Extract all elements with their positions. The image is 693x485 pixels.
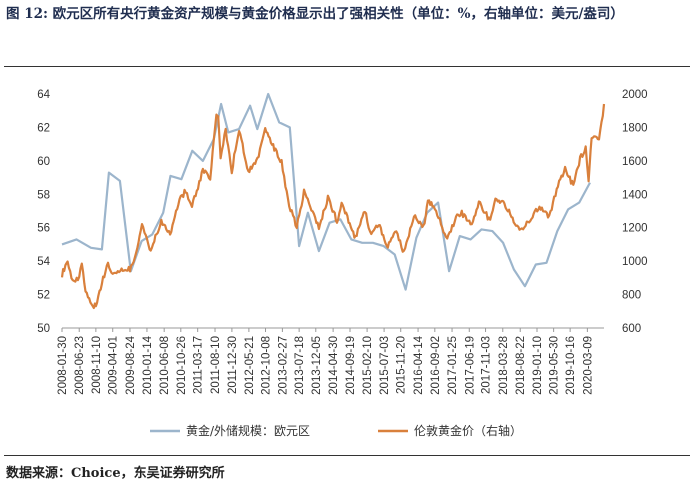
x-tick-label: 2017-06-19 — [464, 336, 476, 395]
y-left-tick-label: 60 — [37, 156, 50, 168]
top-rule — [4, 66, 690, 67]
series-layer — [60, 92, 606, 310]
y-left-tick-label: 64 — [37, 89, 50, 101]
x-tick-label: 2014-04-30 — [328, 336, 340, 395]
x-tick-label: 2018-03-28 — [498, 336, 510, 395]
x-tick-label: 2017-11-03 — [481, 336, 493, 394]
x-tick-label: 2012-10-08 — [261, 336, 273, 395]
y-right-tick-label: 2000 — [622, 89, 648, 101]
x-tick-label: 2008-06-23 — [74, 336, 86, 395]
x-tick-label: 2015-02-10 — [362, 336, 374, 395]
x-tick-label: 2009-08-24 — [125, 335, 137, 394]
y-left-axis: 50 52 54 56 58 60 62 64 — [37, 89, 50, 335]
y-right-tick-label: 1800 — [622, 122, 648, 134]
x-tick-label: 2016-04-14 — [413, 335, 425, 394]
x-tick-label: 2013-12-05 — [311, 336, 323, 395]
y-right-tick-label: 1000 — [622, 256, 648, 268]
bottom-rule — [4, 455, 690, 456]
figure-title: 图 12: 欧元区所有央行黄金资产规模与黄金价格显示出了强相关性（单位：%，右轴… — [6, 6, 624, 22]
legend-item-gold-price: 伦敦黄金价（右轴） — [414, 423, 522, 438]
legend: 黄金/外储规模：欧元区 伦敦黄金价（右轴） — [150, 423, 522, 438]
x-tick-label: 2016-09-02 — [430, 336, 442, 395]
x-tick-label: 2014-09-19 — [345, 336, 357, 395]
x-tick-label: 2011-12-30 — [227, 336, 239, 394]
x-axis: 2008-01-30 2008-06-23 2008-11-10 2009-04-01… — [57, 328, 594, 395]
y-right-tick-label: 1200 — [622, 223, 648, 235]
x-tick-label: 2018-08-22 — [515, 336, 527, 395]
x-tick-label: 2017-01-25 — [447, 336, 459, 395]
x-tick-label: 2013-02-27 — [277, 336, 289, 395]
y-right-tick-label: 800 — [622, 290, 641, 302]
x-tick-label: 2011-08-10 — [210, 336, 222, 394]
y-right-tick-label: 600 — [622, 323, 641, 335]
x-tick-label: 2019-10-16 — [565, 336, 577, 395]
x-tick-label: 2019-05-30 — [549, 336, 561, 395]
y-left-tick-label: 58 — [37, 189, 50, 201]
series-line-gold-share — [61, 92, 591, 291]
y-right-axis: 600 800 1000 1200 1400 1600 1800 2000 — [622, 89, 648, 335]
x-tick-label: 2012-05-21 — [244, 336, 256, 395]
y-right-tick-label: 1400 — [622, 189, 648, 201]
x-tick-label: 2010-06-08 — [159, 336, 171, 395]
x-tick-label: 2015-07-03 — [379, 336, 391, 395]
x-tick-label: 2010-01-14 — [142, 335, 154, 394]
x-tick-label: 2008-11-10 — [91, 336, 103, 394]
x-tick-label: 2013-07-18 — [294, 336, 306, 395]
x-tick-label: 2009-04-01 — [108, 336, 120, 395]
x-tick-label: 2010-10-26 — [176, 336, 188, 395]
y-left-tick-label: 54 — [37, 256, 50, 268]
y-left-tick-label: 50 — [37, 323, 50, 335]
x-tick-label: 2015-11-20 — [396, 336, 408, 394]
x-tick-label: 2019-01-10 — [532, 336, 544, 395]
series-line-gold-price — [60, 103, 606, 310]
y-right-tick-label: 1600 — [622, 156, 648, 168]
legend-item-gold-share: 黄金/外储规模：欧元区 — [186, 423, 310, 438]
x-tick-label: 2011-03-17 — [193, 336, 205, 394]
source-note: 数据来源：Choice，东吴证券研究所 — [6, 466, 225, 481]
x-tick-label: 2020-03-09 — [582, 336, 594, 395]
y-left-tick-label: 52 — [37, 290, 50, 302]
y-left-tick-label: 62 — [37, 122, 50, 134]
x-tick-label: 2008-01-30 — [57, 336, 69, 395]
y-left-tick-label: 56 — [37, 223, 50, 235]
